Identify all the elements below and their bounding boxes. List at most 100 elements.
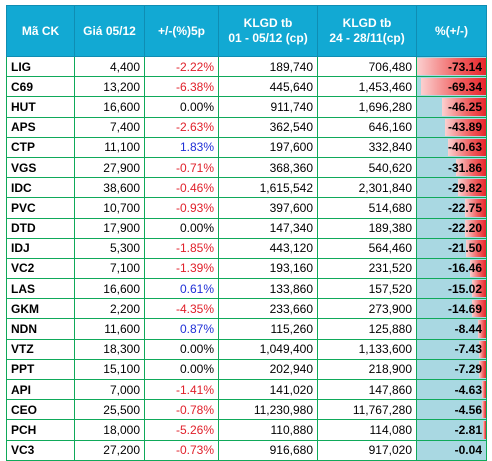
cell-volume-prior: 1,453,460	[318, 77, 417, 97]
pct-change-value: -46.25	[417, 100, 486, 114]
cell-volume-recent: 362,540	[219, 117, 318, 137]
header-volume-recent-line2: 01 - 05/12 (cp)	[221, 31, 315, 46]
cell-volume-recent: 443,120	[219, 238, 318, 258]
cell-price: 27,200	[75, 440, 145, 460]
pct-change-value: -4.63	[417, 383, 486, 397]
cell-pct-change: -22.75	[417, 198, 487, 218]
pct-change-value: -15.02	[417, 282, 486, 296]
cell-price: 16,600	[75, 279, 145, 299]
cell-volume-prior: 917,020	[318, 440, 417, 460]
cell-volume-recent: 133,860	[219, 279, 318, 299]
cell-volume-prior: 1,133,600	[318, 339, 417, 359]
pct-change-value: -16.46	[417, 261, 486, 275]
cell-change: 0.00%	[145, 339, 219, 359]
cell-volume-prior: 157,520	[318, 279, 417, 299]
cell-symbol: CEO	[7, 400, 75, 420]
cell-pct-change: -16.46	[417, 258, 487, 278]
cell-volume-recent: 1,615,542	[219, 178, 318, 198]
cell-price: 4,400	[75, 57, 145, 77]
pct-change-value: -31.86	[417, 161, 486, 175]
cell-change: 0.61%	[145, 279, 219, 299]
header-change: +/-(%)5p	[145, 6, 219, 57]
pct-change-value: -40.63	[417, 140, 486, 154]
header-volume-prior: KLGD tb 24 - 28/11(cp)	[318, 6, 417, 57]
cell-symbol: VGS	[7, 157, 75, 177]
cell-volume-prior: 706,480	[318, 57, 417, 77]
pct-change-value: -29.82	[417, 181, 486, 195]
header-volume-prior-line1: KLGD tb	[320, 16, 414, 31]
cell-volume-prior: 332,840	[318, 137, 417, 157]
cell-pct-change: -15.02	[417, 279, 487, 299]
pct-change-value: -22.20	[417, 221, 486, 235]
cell-volume-recent: 202,940	[219, 359, 318, 379]
cell-volume-prior: 231,520	[318, 258, 417, 278]
cell-pct-change: -22.20	[417, 218, 487, 238]
cell-pct-change: -14.69	[417, 299, 487, 319]
cell-volume-recent: 916,680	[219, 440, 318, 460]
cell-price: 10,700	[75, 198, 145, 218]
cell-price: 7,100	[75, 258, 145, 278]
cell-pct-change: -29.82	[417, 178, 487, 198]
cell-pct-change: -8.44	[417, 319, 487, 339]
cell-symbol: GKM	[7, 299, 75, 319]
cell-symbol: VC2	[7, 258, 75, 278]
cell-volume-recent: 193,160	[219, 258, 318, 278]
pct-change-value: -7.43	[417, 342, 486, 356]
cell-change: -1.85%	[145, 238, 219, 258]
cell-volume-recent: 1,049,400	[219, 339, 318, 359]
pct-change-value: -69.34	[417, 80, 486, 94]
cell-symbol: IDJ	[7, 238, 75, 258]
cell-volume-recent: 233,660	[219, 299, 318, 319]
cell-price: 13,200	[75, 77, 145, 97]
cell-symbol: PVC	[7, 198, 75, 218]
pct-change-value: -14.69	[417, 302, 486, 316]
cell-volume-recent: 11,230,980	[219, 400, 318, 420]
cell-change: -4.35%	[145, 299, 219, 319]
cell-pct-change: -7.43	[417, 339, 487, 359]
cell-volume-recent: 147,340	[219, 218, 318, 238]
cell-change: 0.00%	[145, 218, 219, 238]
cell-volume-recent: 368,360	[219, 157, 318, 177]
pct-change-value: -7.29	[417, 362, 486, 376]
cell-pct-change: -46.25	[417, 97, 487, 117]
pct-change-value: -8.44	[417, 322, 486, 336]
pct-change-value: -22.75	[417, 201, 486, 215]
cell-volume-prior: 646,160	[318, 117, 417, 137]
cell-change: -1.41%	[145, 380, 219, 400]
cell-price: 38,600	[75, 178, 145, 198]
cell-price: 17,900	[75, 218, 145, 238]
cell-pct-change: -31.86	[417, 157, 487, 177]
cell-symbol: DTD	[7, 218, 75, 238]
pct-change-value: -43.89	[417, 120, 486, 134]
cell-change: -0.71%	[145, 157, 219, 177]
cell-change: -2.22%	[145, 57, 219, 77]
cell-price: 18,300	[75, 339, 145, 359]
cell-symbol: PPT	[7, 359, 75, 379]
cell-price: 2,200	[75, 299, 145, 319]
table-header: Mã CK Giá 05/12 +/-(%)5p KLGD tb 01 - 05…	[7, 6, 487, 57]
cell-volume-prior: 189,380	[318, 218, 417, 238]
header-volume-prior-line2: 24 - 28/11(cp)	[320, 31, 414, 46]
pct-change-value: -2.81	[417, 423, 486, 437]
cell-price: 5,300	[75, 238, 145, 258]
cell-volume-prior: 1,696,280	[318, 97, 417, 117]
cell-volume-recent: 445,640	[219, 77, 318, 97]
cell-change: 0.87%	[145, 319, 219, 339]
header-pct-change: %(+/-)	[417, 6, 487, 57]
cell-change: -0.46%	[145, 178, 219, 198]
